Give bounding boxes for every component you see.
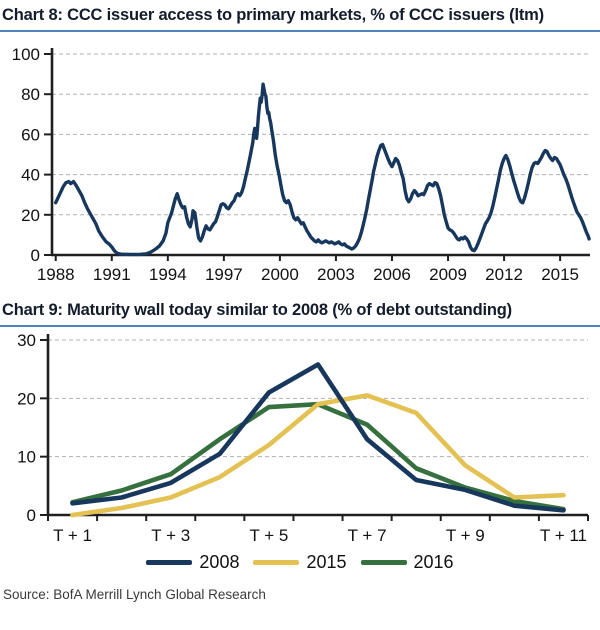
x-tick-label: 1988	[37, 265, 75, 284]
chart8-title: Chart 8: CCC issuer access to primary ma…	[0, 2, 600, 32]
chart9-title: Chart 9: Maturity wall today similar to …	[0, 297, 600, 327]
legend-label-2008: 2008	[199, 551, 240, 572]
y-tick-label: 100	[12, 45, 40, 64]
chart8-plot: 0 20 40 60 80 100 1988 1991 1994 1997 2000 2003 2006…	[12, 45, 591, 284]
x-tick-label: T + 5	[249, 526, 288, 545]
x-tick-label: T + 7	[348, 526, 387, 545]
legend-item-2008: 2008	[146, 552, 239, 573]
x-tick-label: T + 1	[53, 526, 92, 545]
legend-label-2016: 2016	[413, 551, 454, 572]
y-tick-label: 10	[17, 448, 36, 467]
x-tick-label: T + 3	[151, 526, 190, 545]
y-tick-label: 40	[21, 166, 40, 185]
source-note: Source: BofA Merrill Lynch Global Resear…	[3, 587, 266, 602]
x-tick-label: 1997	[205, 265, 243, 284]
ccc-access-line	[54, 82, 591, 257]
y-tick-label: 30	[17, 331, 36, 350]
x-tick-label: 2003	[317, 265, 355, 284]
x-tick-label: 2009	[429, 265, 467, 284]
report-page: Chart 8: CCC issuer access to primary ma…	[0, 2, 600, 602]
x-tick-label: T + 11	[540, 526, 587, 545]
y-tick-label: 0	[27, 506, 36, 525]
legend-item-2015: 2015	[253, 551, 347, 573]
y-tick-label: 80	[21, 85, 40, 104]
x-tick-label: 2015	[541, 265, 579, 284]
legend-label-2015: 2015	[306, 551, 347, 572]
legend-swatch-2008	[146, 559, 193, 565]
x-tick-label: 2006	[373, 265, 411, 284]
y-tick-label: 0	[31, 246, 40, 265]
y-tick-label: 60	[21, 125, 40, 144]
x-tick-label: 2012	[485, 265, 523, 284]
x-tick-label: T + 9	[446, 526, 485, 545]
legend-item-2016: 2016	[360, 551, 454, 573]
chart9-plot: 0 10 20 30 T + 1 T + 3 T + 5 T + 7 T + 9 T + 11	[17, 331, 589, 545]
maturity-line-2015	[70, 393, 566, 518]
x-tick-label: 1991	[93, 265, 131, 284]
x-tick-label: 1994	[149, 265, 187, 284]
x-tick-label: 2000	[261, 265, 299, 284]
y-tick-label: 20	[17, 389, 36, 408]
chart9-legend: 2008 2015 2016	[0, 550, 600, 574]
maturity-line-2008	[70, 362, 566, 513]
legend-swatch-2016	[360, 559, 407, 565]
y-tick-label: 20	[21, 206, 40, 225]
legend-swatch-2015	[253, 559, 300, 565]
